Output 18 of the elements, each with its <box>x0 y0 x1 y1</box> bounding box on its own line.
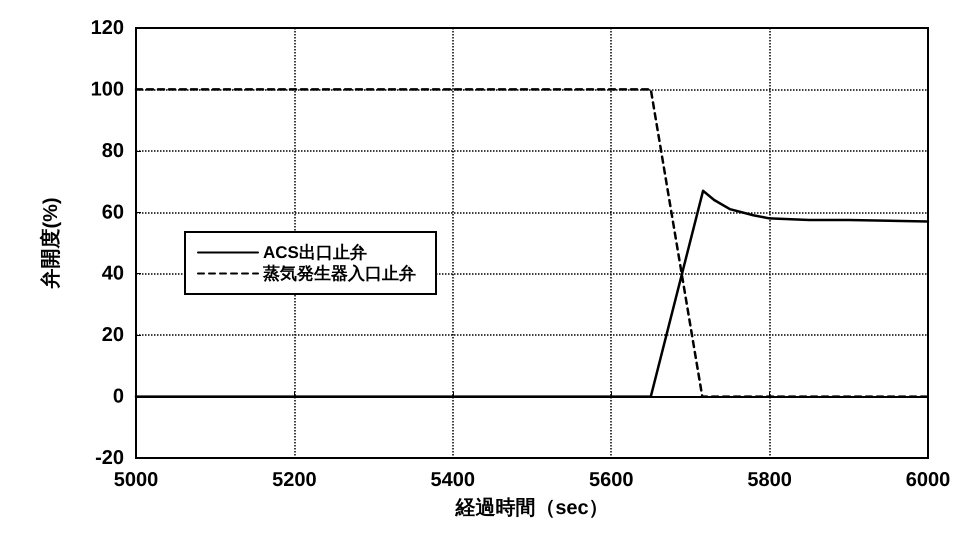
x-tick-label: 5200 <box>272 469 317 491</box>
legend-label: 蒸気発生器入口止弁 <box>262 264 416 283</box>
y-tick-label: 120 <box>90 17 124 39</box>
x-tick-label: 6000 <box>906 469 950 491</box>
y-tick-label: -20 <box>95 447 124 469</box>
y-tick-label: 40 <box>102 262 124 285</box>
legend-label: ACS出口止弁 <box>263 243 367 262</box>
y-tick-label: 60 <box>102 201 124 224</box>
x-tick-label: 5000 <box>114 469 158 491</box>
x-axis-title: 経過時間（sec） <box>454 497 609 519</box>
x-tick-label: 5600 <box>588 469 634 491</box>
x-tick-label: 5400 <box>430 469 476 491</box>
y-tick-label: 0 <box>112 386 124 408</box>
y-axis-title: 弁開度(%) <box>39 197 62 290</box>
y-tick-label: 80 <box>102 140 124 162</box>
x-tick-label: 5800 <box>747 469 792 491</box>
y-tick-label: 20 <box>102 324 124 346</box>
y-tick-label: 100 <box>90 78 124 100</box>
